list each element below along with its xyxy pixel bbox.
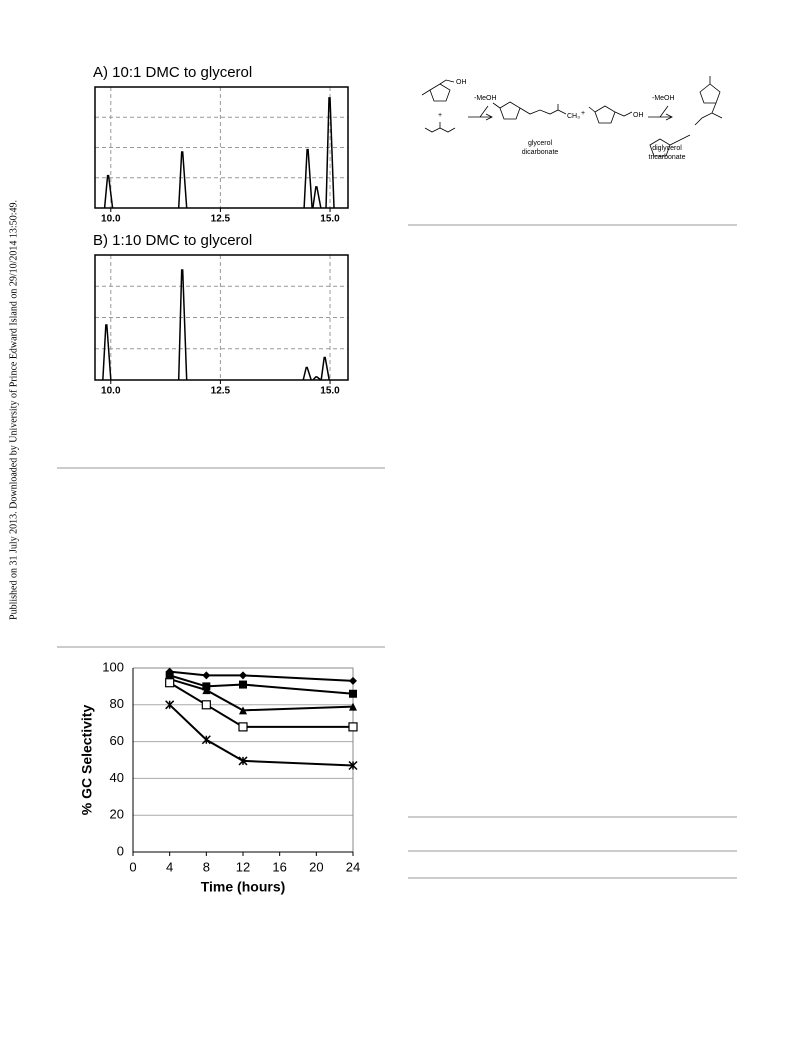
marker	[201, 735, 211, 745]
scheme-label: OH	[633, 112, 644, 119]
scheme-label: -MeOH	[652, 95, 675, 102]
marker	[238, 722, 248, 732]
peak	[302, 366, 312, 381]
molecule	[492, 101, 567, 120]
series-line	[169, 674, 354, 695]
peak	[102, 324, 112, 381]
marker	[349, 689, 357, 698]
molecule	[588, 105, 633, 124]
marker	[349, 676, 357, 685]
y-tick-label: 60	[110, 733, 124, 748]
y-tick-label: 40	[110, 770, 124, 785]
x-tick-label: 15.0	[320, 214, 340, 225]
arrow	[468, 105, 493, 121]
arrow	[648, 105, 673, 121]
marker	[201, 700, 211, 710]
x-axis-label: Time (hours)	[201, 879, 286, 895]
series-line	[168, 704, 354, 767]
scheme-label: dicarbonate	[522, 149, 559, 156]
x-tick-label: 8	[203, 859, 210, 874]
y-tick-label: 20	[110, 807, 124, 822]
x-tick-label: 0	[129, 859, 136, 874]
peak	[320, 356, 330, 381]
marker	[165, 700, 175, 710]
scheme-label: +	[438, 112, 442, 119]
molecule	[421, 79, 455, 102]
marker	[349, 702, 357, 711]
x-tick-label: 20	[309, 859, 323, 874]
x-tick-label: 10.0	[101, 386, 121, 397]
molecule	[424, 122, 456, 133]
scheme-label: glycerol	[528, 140, 553, 147]
x-tick-label: 24	[346, 859, 360, 874]
plot-frame	[133, 667, 354, 852]
x-tick-label: 15.0	[320, 386, 340, 397]
marker	[348, 760, 358, 771]
series-line	[169, 678, 354, 712]
series-line	[169, 670, 354, 682]
marker	[348, 722, 358, 732]
marker	[238, 756, 248, 766]
scheme-label: -MeOH	[474, 95, 497, 102]
x-tick-label: 10.0	[101, 214, 121, 225]
peak	[303, 148, 313, 209]
marker	[202, 686, 211, 695]
series-line	[169, 681, 353, 728]
peak	[177, 269, 188, 381]
x-tick-label: 12.5	[211, 386, 231, 397]
peak	[312, 376, 322, 381]
scheme-label: tricarbonate	[649, 154, 686, 161]
scheme-label: CH₃	[567, 113, 580, 120]
y-axis-label: % GC Selectivity	[79, 705, 95, 816]
molecule	[649, 76, 723, 157]
marker	[239, 671, 247, 680]
scheme: OH + -MeOH CH₃ glycerol dicarbonate + OH…	[421, 76, 723, 161]
scheme-label: +	[581, 110, 585, 117]
plot-frame	[94, 254, 349, 381]
peak	[312, 186, 322, 209]
scheme-label: diglycerol	[652, 145, 682, 152]
marker	[202, 671, 211, 680]
peak	[325, 97, 335, 209]
peak	[177, 151, 188, 209]
plot-frame	[94, 86, 349, 209]
y-tick-label: 0	[117, 843, 124, 858]
y-tick-label: 80	[110, 696, 124, 711]
side-note: Published on 31 July 2013. Downloaded by…	[8, 200, 19, 620]
chart-title: B) 1:10 DMC to glycerol	[93, 232, 252, 249]
marker	[239, 680, 247, 689]
x-tick-label: 12.5	[211, 214, 231, 225]
marker	[239, 706, 247, 715]
scheme-label: OH	[456, 79, 467, 86]
peak	[103, 174, 114, 209]
x-tick-label: 4	[166, 859, 173, 874]
marker	[165, 678, 175, 688]
x-tick-label: 16	[272, 859, 286, 874]
y-tick-label: 100	[102, 659, 124, 674]
chart-title: A) 10:1 DMC to glycerol	[93, 64, 252, 81]
x-tick-label: 12	[236, 859, 250, 874]
